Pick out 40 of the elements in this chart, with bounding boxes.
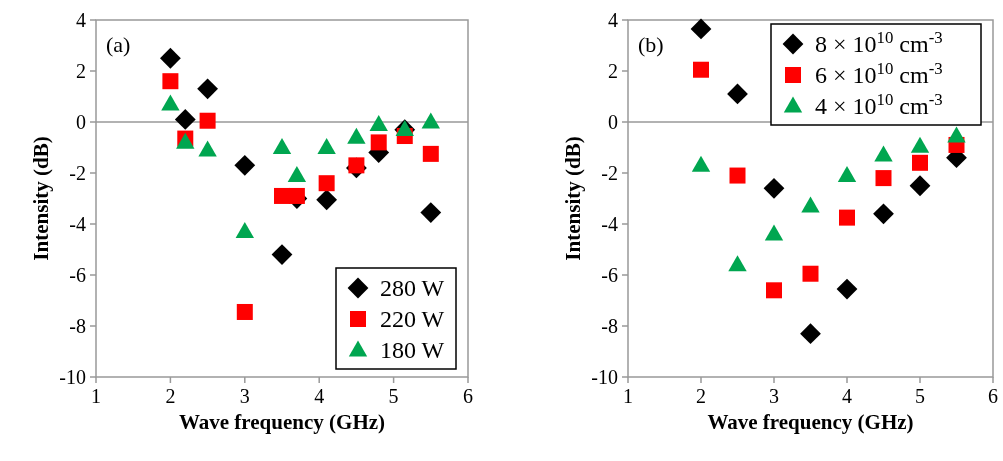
y-tick-label: 0: [76, 111, 86, 133]
y-axis-title: Intensity (dB): [561, 136, 585, 261]
y-tick-label: 0: [608, 111, 618, 133]
y-axis-title: Intensity (dB): [29, 136, 53, 261]
x-tick-label: 5: [388, 385, 399, 407]
y-tick-label: -10: [59, 366, 86, 388]
y-tick-label: -8: [69, 315, 86, 337]
legend-label: 6 × 10$^{10}$ cm$^{-3}$: [815, 58, 943, 89]
legend-label: 180 W: [380, 337, 445, 364]
x-tick-label: 3: [769, 385, 779, 407]
y-tick-label: -10: [591, 366, 618, 388]
x-tick-label: 3: [239, 385, 250, 407]
x-tick-label: 5: [915, 385, 925, 407]
y-tick-label: -4: [69, 213, 86, 235]
x-tick-label: 2: [696, 385, 706, 407]
x-tick-label: 4: [314, 385, 325, 407]
y-tick-label: -6: [69, 264, 86, 286]
y-tick-label: 2: [608, 60, 618, 82]
y-tick-label: -2: [69, 162, 86, 184]
y-tick-label: -8: [601, 315, 618, 337]
annotation: (b): [638, 32, 664, 57]
y-tick-label: 4: [608, 9, 618, 31]
legend-label: 280 W: [380, 275, 445, 302]
annotation: (a): [106, 32, 131, 57]
x-tick-label: 1: [91, 385, 101, 407]
y-tick-label: 2: [76, 60, 86, 82]
x-axis-title: Wave frequency (GHz): [178, 410, 386, 434]
legend-label: 220 W: [380, 306, 445, 333]
x-tick-label: 2: [165, 385, 176, 407]
x-tick-label: 1: [623, 385, 633, 407]
legend-label: 4 × 10$^{10}$ cm$^{-3}$: [815, 89, 943, 120]
y-tick-label: -2: [601, 162, 618, 184]
x-axis-title: Wave frequency (GHz): [707, 410, 914, 434]
y-tick-label: -6: [601, 264, 618, 286]
x-tick-label: 6: [463, 385, 473, 407]
legend-label: 8 × 10$^{10}$ cm$^{-3}$: [815, 27, 943, 58]
y-tick-label: -4: [601, 213, 618, 235]
x-tick-label: 6: [988, 385, 998, 407]
x-tick-label: 4: [842, 385, 852, 407]
y-tick-label: 4: [76, 9, 86, 31]
